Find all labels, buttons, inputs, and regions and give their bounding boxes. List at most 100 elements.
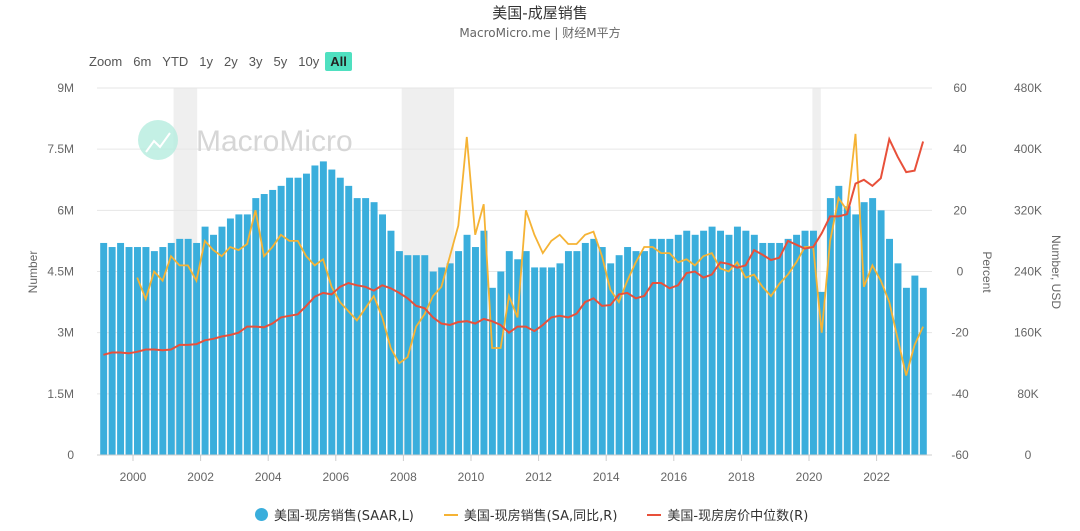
usd-tick-label: 0	[1025, 448, 1032, 462]
sales-bar	[607, 263, 615, 455]
left-tick-label: 9M	[57, 81, 74, 95]
legend-item-yoy[interactable]: 美国-现房销售(SA,同比,R)	[443, 505, 618, 524]
sales-bar	[142, 247, 150, 455]
sales-bar	[632, 251, 640, 455]
sales-bar	[852, 214, 860, 455]
sales-bar	[455, 251, 463, 455]
sales-bar	[294, 177, 302, 455]
sales-bar	[556, 263, 564, 455]
sales-bar	[539, 267, 547, 455]
x-tick-label: 2006	[322, 470, 349, 484]
range-all-button[interactable]: All	[325, 52, 352, 71]
sales-bar	[235, 214, 243, 455]
sales-bar	[657, 238, 665, 455]
sales-bar	[573, 251, 581, 455]
sales-bar	[505, 251, 513, 455]
x-tick-label: 2016	[660, 470, 687, 484]
x-tick-label: 2002	[187, 470, 214, 484]
sales-bar	[311, 165, 319, 455]
sales-bar	[700, 230, 708, 455]
x-tick-label: 2012	[525, 470, 552, 484]
usd-tick-label: 80K	[1017, 387, 1038, 401]
sales-bar	[125, 247, 133, 455]
sales-bar	[725, 234, 733, 455]
legend-item-price[interactable]: 美国-现房房价中位数(R)	[647, 505, 808, 524]
range-ytd-button[interactable]: YTD	[162, 54, 189, 69]
sales-bar	[421, 255, 429, 455]
sales-bar	[117, 242, 125, 455]
percent-tick-label: -40	[951, 387, 969, 401]
left-tick-label: 4.5M	[47, 265, 74, 279]
sales-bar	[649, 238, 657, 455]
sales-bar	[531, 267, 539, 455]
sales-bar	[691, 234, 699, 455]
series-line-price	[103, 136, 925, 356]
sales-bar	[370, 202, 378, 455]
legend-label: 美国-现房销售(SAAR,L)	[274, 509, 414, 524]
sales-bar	[328, 169, 336, 456]
percent-tick-label: 0	[957, 265, 964, 279]
sales-bar	[835, 185, 843, 455]
x-tick-label: 2010	[458, 470, 485, 484]
sales-bar	[243, 214, 251, 455]
sales-bar	[218, 226, 226, 455]
sales-bar	[480, 230, 488, 455]
legend-label: 美国-现房房价中位数(R)	[667, 509, 809, 524]
sales-bar	[919, 287, 927, 455]
sales-bar	[742, 230, 750, 455]
sales-bar	[379, 214, 386, 455]
sales-bar	[260, 194, 268, 455]
sales-bar	[624, 247, 632, 455]
sales-bar	[750, 234, 758, 455]
left-tick-label: 3M	[57, 326, 74, 340]
sales-bar	[877, 210, 885, 455]
sales-bar	[548, 267, 555, 455]
legend-item-sales[interactable]: 美国-现房销售(SAAR,L)	[255, 505, 414, 524]
sales-bar	[463, 234, 471, 455]
sales-bar	[210, 234, 217, 455]
range-3y-button[interactable]: 3y	[248, 54, 263, 69]
sales-bar	[277, 185, 285, 455]
sales-bar	[303, 173, 310, 455]
sales-bar	[674, 234, 682, 455]
sales-bar	[226, 218, 234, 455]
sales-bar	[100, 242, 108, 455]
range-5y-button[interactable]: 5y	[273, 54, 288, 69]
sales-bar	[818, 291, 826, 455]
sales-bar	[353, 198, 361, 455]
sales-bar	[733, 226, 741, 455]
x-tick-label: 2014	[593, 470, 620, 484]
left-tick-label: 1.5M	[47, 387, 74, 401]
x-tick-label: 2004	[255, 470, 282, 484]
sales-bar	[193, 242, 201, 455]
range-10y-button[interactable]: 10y	[298, 54, 320, 69]
sales-bar	[911, 275, 919, 455]
percent-tick-label: 40	[953, 142, 967, 156]
logo-line-icon	[145, 132, 171, 153]
sales-bar	[176, 238, 184, 455]
legend-dot-icon	[255, 508, 268, 521]
sales-bar	[150, 251, 158, 455]
sales-bar	[472, 247, 479, 455]
sales-bar	[666, 238, 674, 455]
sales-bar	[184, 238, 192, 455]
sales-bar	[319, 161, 327, 455]
sales-bar	[784, 238, 792, 455]
sales-bar	[438, 267, 446, 455]
legend-label: 美国-现房销售(SA,同比,R)	[463, 509, 618, 524]
x-tick-label: 2000	[120, 470, 147, 484]
usd-tick-label: 160K	[1014, 326, 1042, 340]
sales-bar	[641, 251, 648, 455]
x-tick-label: 2018	[728, 470, 755, 484]
percent-tick-label: 20	[953, 203, 967, 217]
sales-bar	[759, 242, 767, 455]
range-1y-button[interactable]: 1y	[199, 54, 214, 69]
sales-bar	[894, 263, 902, 455]
usd-tick-label: 240K	[1014, 265, 1042, 279]
range-6m-button[interactable]: 6m	[133, 54, 152, 69]
range-2y-button[interactable]: 2y	[224, 54, 238, 69]
sales-bar	[843, 206, 851, 455]
left-tick-label: 6M	[57, 203, 74, 217]
sales-bar	[497, 271, 505, 455]
